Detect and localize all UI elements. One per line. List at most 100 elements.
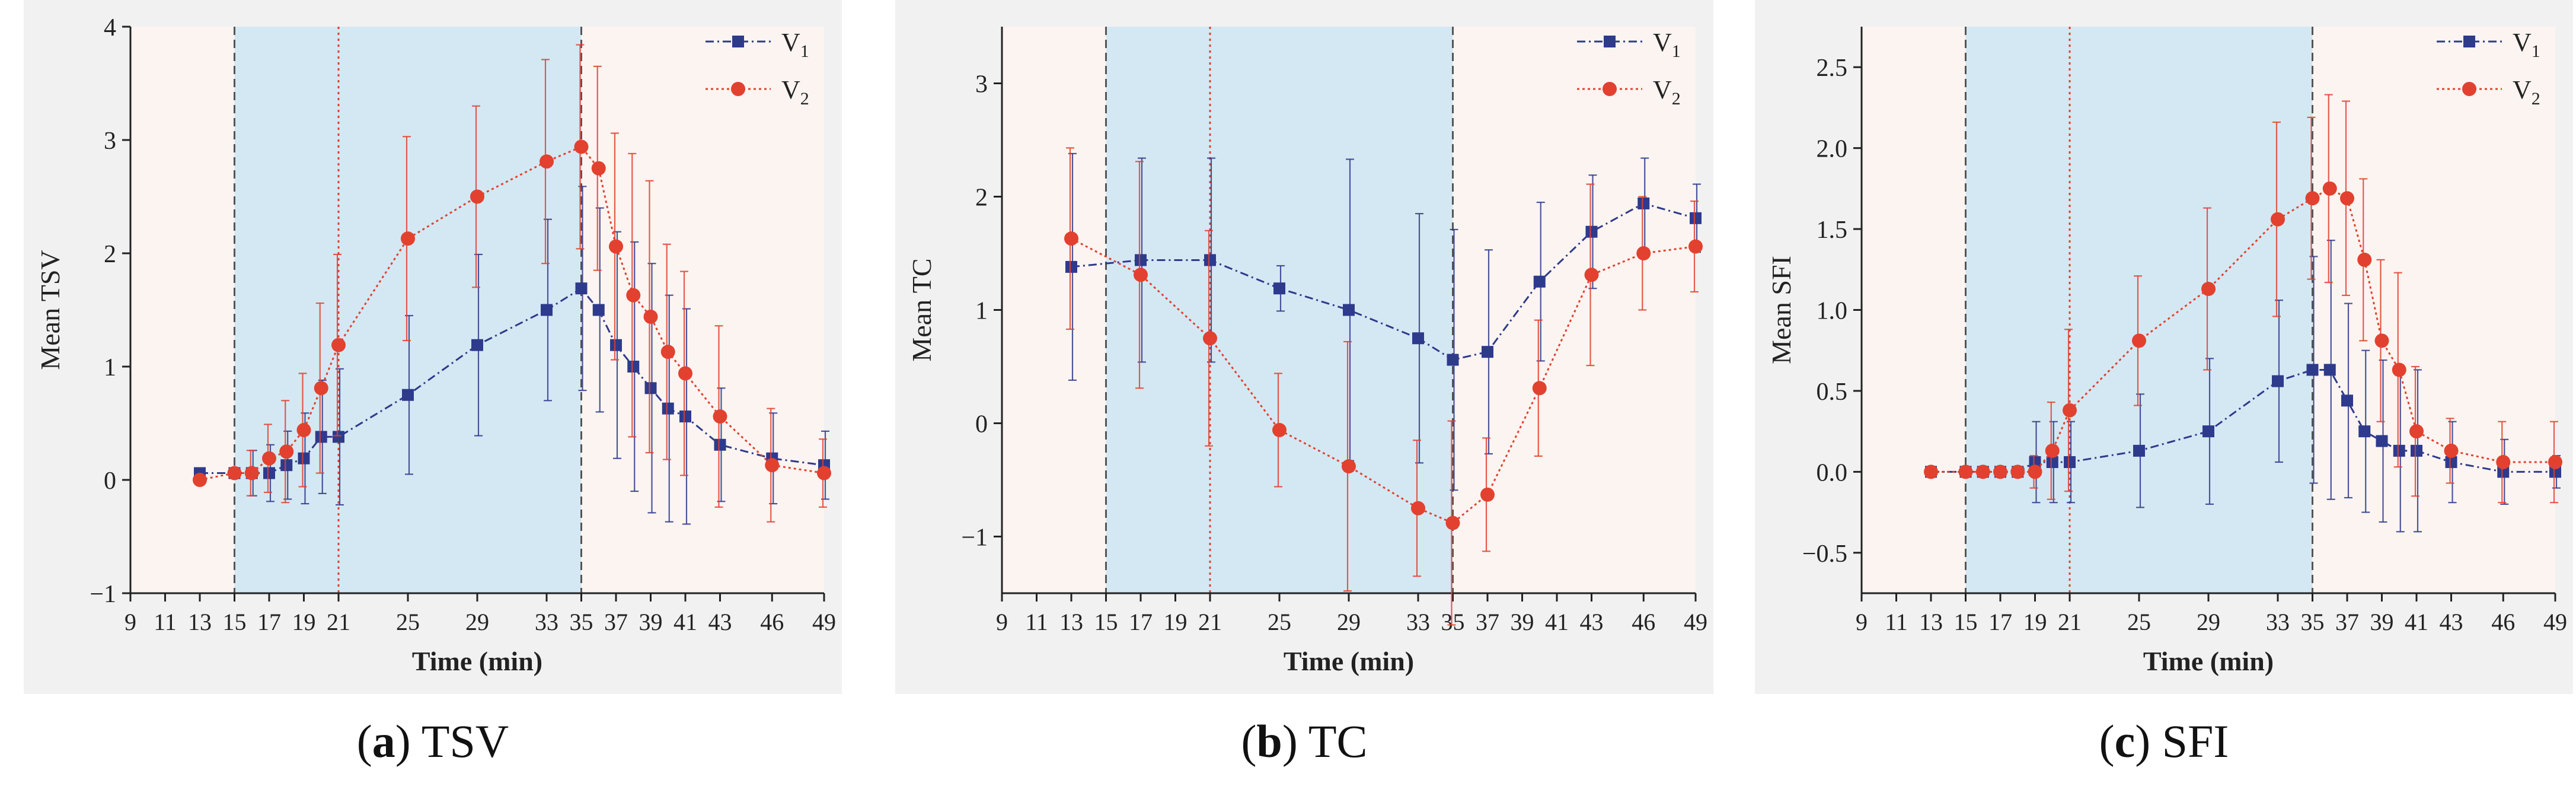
data-point (713, 409, 727, 424)
y-axis-label: Mean SFI (1766, 256, 1796, 364)
y-tick-label: 1 (975, 298, 988, 325)
legend-entry-v1: V1 (1577, 28, 1681, 61)
data-point (2411, 444, 2422, 457)
data-point (627, 361, 640, 373)
data-point (574, 139, 589, 154)
y-tick-label: 0 (104, 467, 116, 495)
data-point (1204, 254, 1216, 266)
x-tick-label: 35 (1441, 609, 1465, 635)
x-tick-label: 37 (604, 609, 628, 635)
data-point (2272, 375, 2284, 387)
shaded-interval (1965, 27, 2313, 593)
legend-entry-v2: V2 (706, 75, 809, 109)
data-point (1272, 422, 1287, 437)
legend-label-v2: V2 (1653, 75, 1681, 109)
data-point (262, 451, 276, 466)
data-point (2029, 456, 2041, 468)
x-tick-label: 49 (2543, 609, 2567, 635)
legend-label-v2: V2 (2513, 75, 2540, 109)
x-tick-label: 39 (639, 609, 663, 635)
legend-entry-v1: V1 (706, 28, 809, 61)
data-point (1924, 464, 1938, 479)
x-tick-label: 11 (1025, 609, 1048, 635)
data-point (714, 438, 726, 451)
x-tick-label: 41 (2405, 609, 2428, 635)
data-point (1134, 268, 1148, 282)
data-point (2323, 364, 2336, 376)
data-point (2201, 282, 2216, 297)
y-tick-label: 3 (104, 128, 116, 155)
x-axis-label: Time (min) (1284, 646, 1414, 676)
data-point (1411, 501, 1425, 515)
data-point (2305, 191, 2320, 206)
x-tick-label: 11 (154, 609, 177, 635)
data-point (1688, 239, 1703, 254)
y-tick-label: 0.0 (1817, 459, 1848, 486)
chart-panel-sfi: −0.5 0.0 0.5 1.0 1.5 2.0 2.5 9 11 13 15 17 19 21 25 29 3… (1755, 0, 2573, 694)
x-tick-label: 29 (465, 609, 489, 635)
data-point (1412, 332, 1424, 345)
legend-marker-v1 (2463, 36, 2475, 47)
data-point (2340, 191, 2354, 206)
data-point (471, 339, 483, 351)
x-tick-label: 35 (2301, 609, 2325, 635)
legend: V1 V2 (1577, 28, 1681, 109)
data-point (817, 466, 831, 480)
data-point (331, 338, 346, 352)
x-tick-label: 41 (1545, 609, 1569, 635)
series-line (1071, 202, 1696, 361)
x-tick-label: 29 (1337, 609, 1361, 635)
shaded-interval (1106, 27, 1453, 593)
series-v2 (1064, 147, 1703, 626)
data-point (626, 288, 641, 303)
legend: V1 V2 (706, 28, 809, 109)
data-point (1958, 464, 1973, 479)
x-tick-label: 41 (673, 609, 697, 635)
y-axis-label: Mean TC (906, 258, 937, 361)
caption-letter: a (372, 715, 395, 767)
x-tick-label: 43 (1580, 609, 1604, 635)
data-point (2548, 454, 2562, 469)
data-point (610, 339, 622, 351)
legend-marker-v2 (731, 82, 745, 96)
data-point (2444, 443, 2459, 458)
caption-b: (b) TC (1241, 715, 1368, 767)
data-point (592, 304, 605, 316)
data-point (1342, 459, 1356, 474)
data-point (1690, 212, 1702, 224)
data-point (2393, 444, 2405, 457)
x-axis-label: Time (min) (412, 646, 542, 676)
data-point (298, 452, 310, 464)
data-point (2132, 333, 2146, 348)
x-tick-label: 43 (708, 609, 732, 635)
legend-marker-v2 (2462, 82, 2476, 96)
data-point (1482, 346, 1493, 358)
data-point (609, 239, 623, 254)
data-point (2306, 364, 2319, 376)
x-tick-label: 17 (257, 609, 281, 635)
data-point (643, 309, 658, 324)
data-point (2202, 425, 2214, 438)
data-point (402, 389, 414, 401)
data-point (575, 282, 588, 295)
x-tick-label: 9 (125, 609, 136, 635)
data-point (644, 382, 657, 394)
data-point (2271, 212, 2285, 227)
data-point (2409, 424, 2424, 439)
x-tick-label: 17 (1129, 609, 1153, 635)
data-point (1447, 354, 1459, 366)
x-tick-label: 46 (1632, 609, 1655, 635)
data-point (1064, 231, 1078, 246)
data-point (2133, 444, 2145, 457)
data-point (2063, 403, 2077, 418)
data-point (660, 345, 675, 359)
data-point (1637, 197, 1650, 209)
data-point (679, 410, 691, 423)
legend-label-v2: V2 (781, 75, 809, 109)
legend-marker-v2 (1603, 82, 1617, 96)
data-point (314, 381, 328, 396)
data-point (1445, 515, 1460, 530)
data-point (470, 189, 484, 204)
x-tick-label: 37 (2335, 609, 2359, 635)
